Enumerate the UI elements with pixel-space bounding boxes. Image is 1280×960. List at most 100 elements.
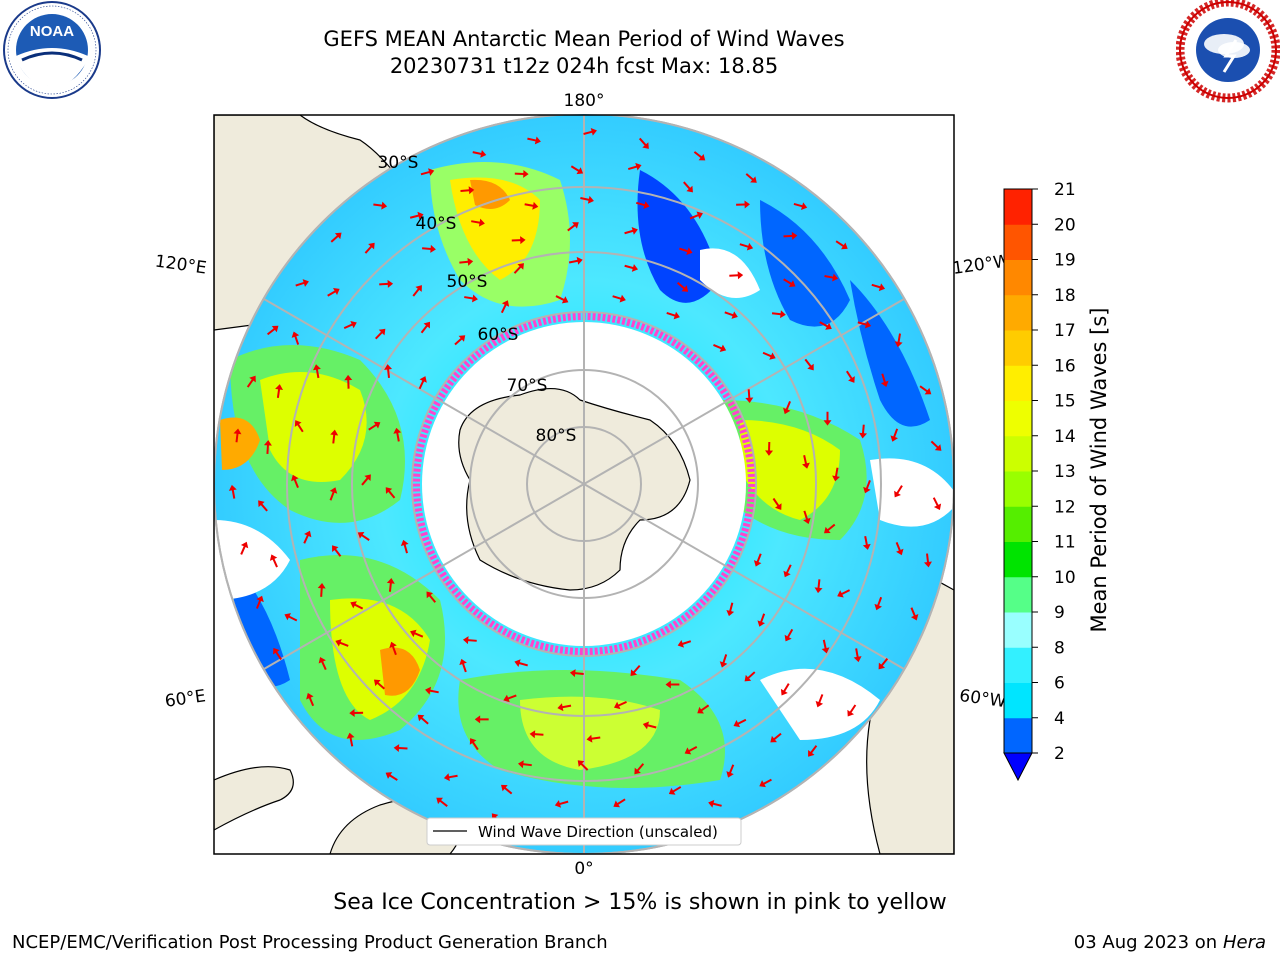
wind-arrow-head — [344, 374, 353, 381]
lat-label-70s: 70°S — [507, 376, 548, 396]
wind-arrow-head — [501, 784, 508, 792]
wind-arrow-head — [291, 331, 300, 338]
colorbar-segment — [1004, 541, 1032, 578]
wind-arrow-head — [364, 474, 371, 482]
wind-arrow-head — [784, 634, 792, 642]
wind-arrow-head — [271, 325, 279, 333]
wind-arrow-head — [698, 153, 706, 161]
wind-arrow-head — [373, 679, 381, 687]
wind-arrow — [793, 202, 803, 208]
wind-arrow — [632, 664, 641, 674]
wind-arrow — [527, 137, 537, 142]
wind-arrow — [827, 523, 836, 532]
colorbar-segment — [1004, 435, 1032, 472]
wind-arrow-head — [426, 591, 433, 599]
wind-arrow-head — [561, 296, 569, 304]
wind-arrow-head — [643, 201, 650, 209]
wind-arrow — [439, 799, 448, 807]
wind-arrow — [570, 165, 580, 172]
wind-arrow-head — [529, 730, 536, 739]
wind-arrow — [930, 440, 939, 449]
wind-arrow — [374, 331, 383, 340]
wind-arrow — [308, 697, 315, 707]
wind-arrow — [428, 594, 437, 603]
wind-arrow-head — [910, 614, 919, 621]
wind-arrow-head — [744, 200, 750, 209]
wind-arrow — [672, 786, 682, 793]
wind-arrow — [448, 774, 458, 779]
wind-arrow — [420, 717, 429, 725]
wind-arrow — [771, 312, 782, 316]
wind-arrow-head — [825, 322, 832, 330]
wind-arrow — [320, 587, 323, 597]
colorbar-label: Mean Period of Wind Waves [s] — [1087, 308, 1111, 633]
wind-arrow-head — [557, 703, 564, 712]
wind-arrow — [803, 510, 809, 520]
wind-arrow — [275, 651, 282, 660]
wind-arrow-head — [400, 539, 409, 547]
wind-arrow-head — [783, 407, 791, 415]
wind-arrow-head — [642, 721, 650, 730]
wind-arrow — [460, 189, 470, 192]
wind-arrow — [841, 589, 851, 595]
colorbar-tick-label: 8 — [1054, 638, 1065, 658]
wind-arrow-head — [769, 352, 776, 360]
wind-arrow-head — [587, 195, 594, 204]
wind-arrow-head — [577, 760, 585, 767]
wind-arrow-head — [757, 620, 765, 627]
wind-arrow-head — [393, 427, 402, 434]
wind-arrow — [332, 434, 336, 444]
wind-arrow — [373, 203, 383, 207]
wind-arrow-head — [417, 211, 424, 220]
colorbar-extend-min — [1003, 752, 1033, 782]
wind-arrow — [231, 489, 236, 499]
wind-arrow — [896, 485, 903, 494]
lat-label-50s: 50°S — [447, 272, 488, 292]
wind-arrow — [822, 639, 827, 649]
wind-arrow — [679, 247, 689, 253]
wind-arrow — [414, 632, 424, 638]
wind-arrow-head — [863, 486, 871, 494]
wind-arrow-head — [726, 771, 734, 778]
wind-arrow — [616, 798, 626, 805]
colorbar-tick-label: 11 — [1054, 533, 1076, 553]
wind-arrow — [568, 259, 579, 264]
wind-arrow-head — [459, 658, 467, 666]
wind-arrow-head — [686, 185, 693, 193]
colorbar-tick-label: 13 — [1054, 462, 1076, 482]
wind-arrow — [666, 311, 676, 317]
wind-arrow — [688, 745, 698, 753]
wind-arrow — [504, 787, 513, 795]
wind-arrow — [297, 423, 304, 433]
lon-label-120w: 120°W — [951, 251, 1011, 279]
colorbar-tick-label: 21 — [1054, 180, 1076, 200]
lon-label-120e: 120°E — [154, 252, 208, 279]
colorbar-tick-label: 20 — [1054, 215, 1076, 235]
colorbar-tick-label: 12 — [1054, 497, 1076, 517]
wind-arrow-head — [613, 701, 621, 710]
colorbar-segment — [1004, 365, 1032, 401]
wind-arrow-head — [284, 613, 291, 621]
wind-arrow-head — [472, 294, 478, 303]
wind-arrow — [783, 234, 793, 238]
wind-arrow-head — [503, 694, 510, 703]
legend-label: Wind Wave Direction (unscaled) — [478, 823, 718, 841]
wind-arrow-head — [368, 242, 375, 250]
wind-arrow-head — [697, 706, 704, 714]
wind-arrow-head — [631, 227, 638, 235]
wind-arrow — [507, 694, 517, 700]
wind-arrow — [773, 732, 782, 741]
wind-arrow-head — [430, 244, 436, 253]
wind-arrow — [700, 704, 710, 712]
wind-arrow-head — [291, 474, 299, 482]
wind-arrow — [321, 661, 327, 671]
wind-arrow-head — [373, 421, 381, 429]
graticule — [214, 115, 954, 854]
wind-arrow-head — [389, 641, 397, 649]
wind-arrow-head — [780, 688, 788, 696]
wind-arrow — [467, 639, 477, 642]
wind-arrow — [745, 173, 754, 181]
wind-arrow-head — [619, 294, 626, 303]
wind-arrow — [354, 603, 364, 610]
wind-arrow-head — [517, 263, 524, 270]
